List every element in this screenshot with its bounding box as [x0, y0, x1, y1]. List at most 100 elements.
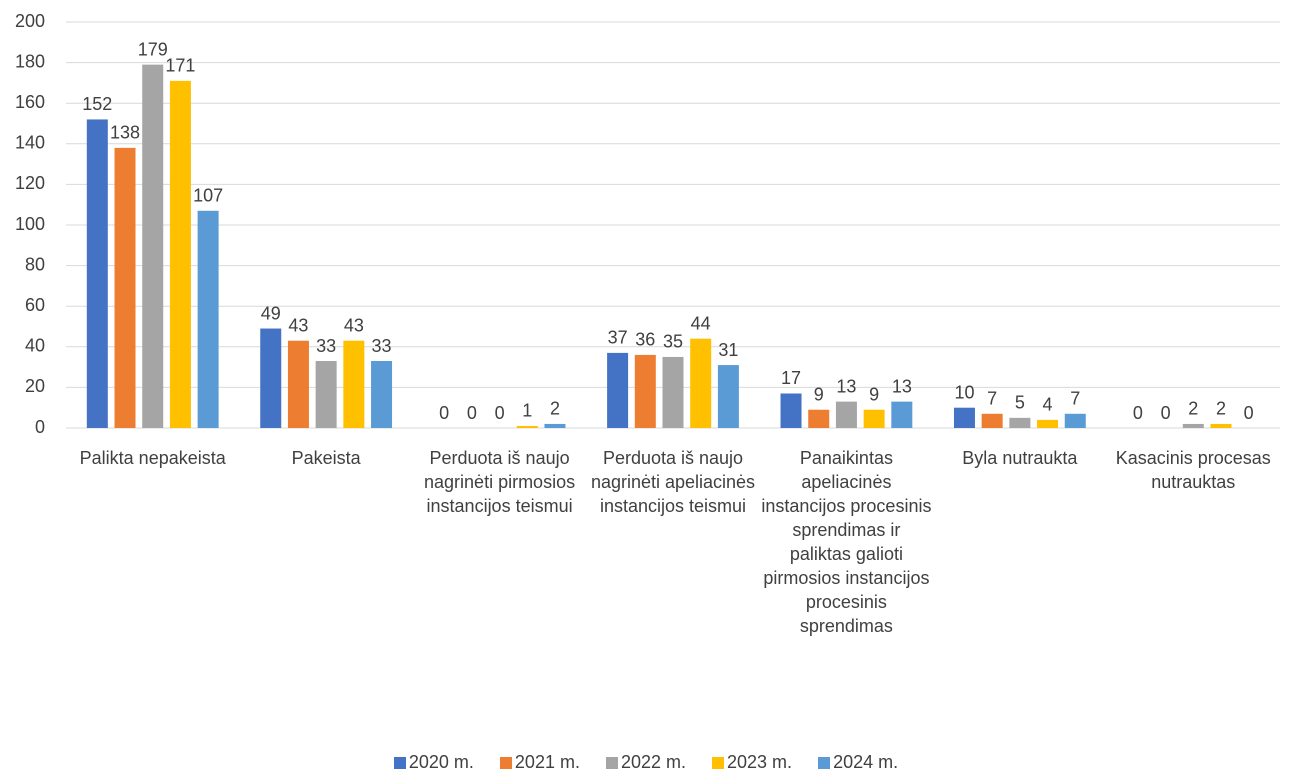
legend-label: 2023 m.: [727, 752, 793, 772]
data-label: 10: [954, 382, 974, 402]
bar: [142, 64, 164, 428]
bar: [1064, 413, 1086, 428]
data-label: 33: [372, 336, 392, 356]
bar: [808, 409, 830, 428]
legend-item: 2023 m.: [712, 752, 792, 773]
legend-label: 2021 m.: [514, 752, 580, 772]
legend: 2020 m. 2021 m. 2022 m. 2023 m. 2024 m.: [0, 752, 1292, 773]
data-label: 13: [892, 376, 912, 396]
legend-label: 2020 m.: [408, 752, 474, 772]
bar: [343, 340, 365, 428]
data-label: 0: [495, 403, 505, 423]
bar: [86, 119, 108, 428]
data-label: 43: [288, 315, 308, 335]
data-label: 138: [110, 123, 140, 143]
bar: [891, 401, 913, 428]
data-label: 37: [608, 328, 628, 348]
bar: [863, 409, 885, 428]
y-tick-label: 160: [15, 92, 45, 112]
y-tick-label: 40: [25, 336, 45, 356]
x-tick-label: Perduota iš naujo nagrinėti apeliacinės …: [590, 448, 756, 516]
y-tick-label: 80: [25, 254, 45, 274]
data-label: 171: [165, 56, 195, 76]
y-tick-label: 60: [25, 295, 45, 315]
y-tick-label: 140: [15, 133, 45, 153]
data-label: 152: [82, 94, 112, 114]
data-label: 7: [1070, 389, 1080, 409]
data-label: 1: [522, 401, 532, 421]
bar: [1009, 417, 1031, 428]
data-label: 13: [836, 376, 856, 396]
bar: [197, 210, 219, 428]
y-tick-label: 200: [15, 11, 45, 31]
bar: [371, 361, 393, 428]
x-tick-label: Panaikintas apeliacinės instancijos proc…: [761, 448, 932, 636]
bar: [516, 425, 538, 428]
legend-swatch: [499, 756, 512, 769]
bar: [1210, 423, 1232, 428]
data-label: 0: [439, 403, 449, 423]
y-tick-label: 20: [25, 376, 45, 396]
bar: [1182, 423, 1204, 428]
legend-item: 2022 m.: [605, 752, 687, 773]
bar: [544, 423, 566, 428]
bar: [953, 407, 975, 428]
legend-item: 2021 m.: [499, 752, 580, 773]
x-tick-label: Kasacinis procesas nutrauktas: [1115, 448, 1271, 492]
data-label: 33: [316, 336, 336, 356]
data-label: 2: [550, 399, 560, 419]
data-label: 2: [1188, 399, 1198, 419]
bar: [114, 147, 136, 429]
legend-label: 2024 m.: [833, 752, 899, 772]
data-label: 4: [1043, 395, 1053, 415]
bar: [634, 354, 656, 428]
bar: [690, 338, 712, 428]
data-label: 2: [1216, 399, 1226, 419]
data-label: 36: [635, 330, 655, 350]
x-tick-label: Pakeista: [291, 448, 361, 468]
x-tick-label: Byla nutraukta: [962, 448, 1078, 468]
legend-item: 2020 m.: [393, 752, 474, 773]
legend-label: 2022 m.: [620, 752, 687, 772]
bar: [662, 356, 684, 428]
bar: [607, 352, 629, 428]
legend-swatch: [712, 756, 725, 769]
legend-swatch: [605, 756, 618, 769]
data-label: 49: [261, 303, 281, 323]
data-label: 0: [1161, 403, 1171, 423]
y-tick-label: 100: [15, 214, 45, 234]
bar: [1037, 419, 1059, 428]
legend-swatch: [393, 756, 406, 769]
bar: [287, 340, 309, 428]
legend-item: 2024 m.: [818, 752, 898, 773]
data-label: 5: [1015, 393, 1025, 413]
y-tick-label: 180: [15, 51, 45, 71]
data-label: 179: [138, 39, 168, 59]
data-label: 0: [467, 403, 477, 423]
y-tick-label: 120: [15, 173, 45, 193]
data-label: 9: [869, 384, 879, 404]
data-label: 43: [344, 315, 364, 335]
data-label: 0: [1133, 403, 1143, 423]
bar: [260, 328, 282, 428]
x-tick-label: Perduota iš naujo nagrinėti pirmosios in…: [424, 448, 576, 516]
data-label: 107: [193, 186, 223, 206]
x-tick-label: Palikta nepakeista: [79, 448, 226, 468]
data-label: 35: [663, 332, 683, 352]
data-label: 17: [781, 368, 801, 388]
data-label: 9: [814, 384, 824, 404]
bar: [717, 365, 739, 428]
bar: [981, 413, 1003, 428]
bar: [169, 80, 191, 429]
legend-swatch: [818, 756, 831, 769]
bar: [315, 361, 337, 428]
data-label: 0: [1244, 403, 1254, 423]
data-label: 7: [987, 389, 997, 409]
bar: [780, 393, 802, 428]
data-label: 31: [718, 340, 738, 360]
bar: [835, 401, 857, 428]
y-tick-label: 0: [35, 417, 45, 437]
data-label: 44: [691, 313, 711, 333]
